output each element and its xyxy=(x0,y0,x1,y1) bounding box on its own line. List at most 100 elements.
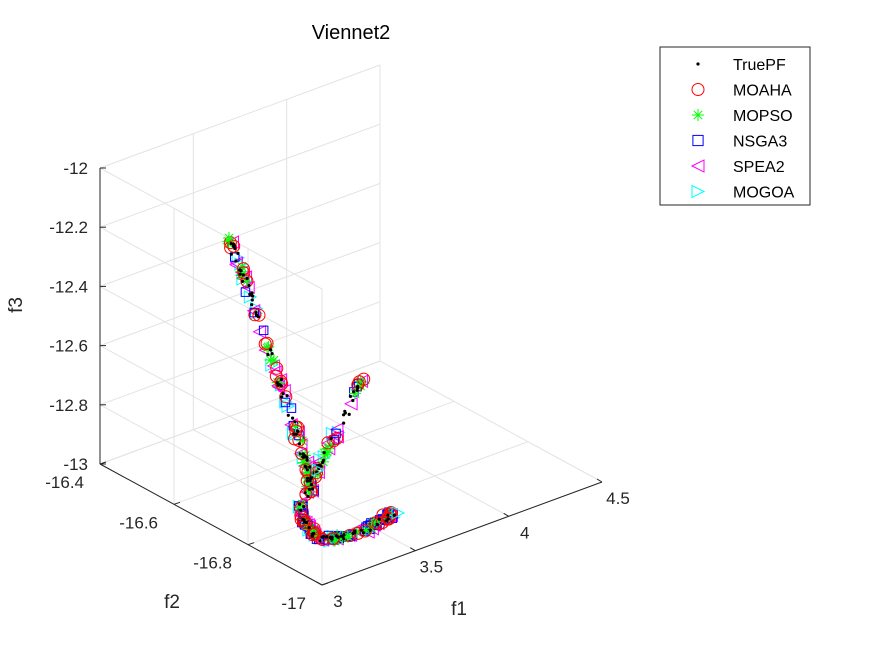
data-point xyxy=(328,534,341,547)
data-point xyxy=(350,525,363,538)
data-point xyxy=(237,266,251,280)
data-point xyxy=(352,390,356,394)
data-point xyxy=(300,466,313,479)
data-point xyxy=(273,376,286,389)
data-point xyxy=(377,517,381,521)
data-point xyxy=(248,308,262,322)
data-point xyxy=(309,483,313,487)
data-point xyxy=(292,433,306,447)
data-point xyxy=(307,487,311,491)
data-point xyxy=(281,392,285,396)
data-point xyxy=(330,535,334,539)
legend-box xyxy=(659,46,811,206)
data-point xyxy=(368,528,372,532)
legend-marker xyxy=(691,83,705,96)
data-point xyxy=(227,239,241,253)
data-point xyxy=(381,512,395,526)
data-point xyxy=(329,436,333,441)
data-point xyxy=(348,394,352,398)
y-tick-label: -16.6 xyxy=(119,513,158,532)
data-point xyxy=(327,434,341,448)
data-point xyxy=(297,456,310,469)
data-point xyxy=(347,412,351,416)
data-point xyxy=(305,479,309,483)
data-point xyxy=(302,453,306,458)
data-point xyxy=(351,531,355,536)
data-point xyxy=(302,504,306,509)
data-point xyxy=(236,251,240,255)
data-point xyxy=(352,375,366,389)
z-axis-title: f3 xyxy=(6,297,27,313)
data-point xyxy=(247,283,251,288)
legend-label: MOAHA xyxy=(733,83,792,100)
x-tick-label: 4.5 xyxy=(606,489,630,508)
x-axis-line xyxy=(321,481,603,586)
x-tick-label: 3.5 xyxy=(419,558,443,577)
data-point xyxy=(310,534,314,538)
data-point xyxy=(307,526,311,530)
data-point xyxy=(289,424,303,438)
data-point xyxy=(254,311,258,315)
data-point xyxy=(250,293,254,297)
data-point xyxy=(293,420,297,424)
chart-title: Viennet2 xyxy=(312,22,391,44)
data-point xyxy=(343,396,358,411)
data-point xyxy=(303,485,316,498)
data-point xyxy=(349,387,361,400)
legend-marker xyxy=(692,109,704,121)
y-tick-label: -17 xyxy=(281,594,306,613)
data-point xyxy=(297,442,301,446)
legend: TruePF MOAHA MOPSO NSGA3 SPEA2 MOGOA xyxy=(659,46,811,206)
data-point xyxy=(369,516,383,530)
data-point xyxy=(306,494,310,498)
data-point xyxy=(317,463,321,467)
data-point xyxy=(303,464,307,468)
data-point xyxy=(264,354,277,366)
data-point xyxy=(238,272,242,276)
data-point xyxy=(269,348,273,352)
data-point xyxy=(279,390,293,404)
data-point xyxy=(357,372,371,386)
z-tick-label: -12.8 xyxy=(49,396,88,415)
legend-label: SPEA2 xyxy=(733,159,785,176)
data-point xyxy=(359,528,363,532)
tick-labels: 3 3.5 4 4.5 -17 -16.8 -16.6 -16.4-13 -12.8 -12.6 -… xyxy=(45,159,630,613)
z-tick-label: -12 xyxy=(63,159,88,178)
data-point xyxy=(295,446,308,460)
data-point xyxy=(355,388,359,392)
data-point xyxy=(384,519,388,523)
grid-line xyxy=(379,360,603,483)
data-point xyxy=(319,443,332,456)
data-point xyxy=(303,520,307,524)
x-axis-title: f1 xyxy=(451,599,467,620)
data-point xyxy=(297,515,311,529)
legend-marker xyxy=(696,62,700,66)
grid-line xyxy=(99,345,323,468)
axes-frame xyxy=(99,167,603,586)
y-tick-mark xyxy=(247,542,255,546)
data-point xyxy=(386,513,390,517)
data-point xyxy=(392,513,396,517)
data-point xyxy=(305,458,309,462)
data-point xyxy=(321,436,335,450)
axes-grid xyxy=(99,64,603,586)
data-point xyxy=(298,452,302,456)
data-point xyxy=(256,315,260,319)
grid-line xyxy=(99,360,381,465)
data-point xyxy=(252,308,266,322)
data-point xyxy=(308,527,322,541)
grid-line xyxy=(99,182,381,287)
data-point xyxy=(354,379,367,392)
z-tick-label: -12.6 xyxy=(49,337,88,356)
data-point xyxy=(365,522,378,535)
data-point xyxy=(299,508,303,512)
grid-line xyxy=(99,226,323,349)
data-point xyxy=(308,465,312,469)
data-point xyxy=(270,352,274,356)
x-tick-mark xyxy=(503,512,509,517)
data-point xyxy=(310,461,324,475)
data-point xyxy=(235,260,248,273)
data-point xyxy=(279,395,293,409)
data-points xyxy=(222,232,406,548)
